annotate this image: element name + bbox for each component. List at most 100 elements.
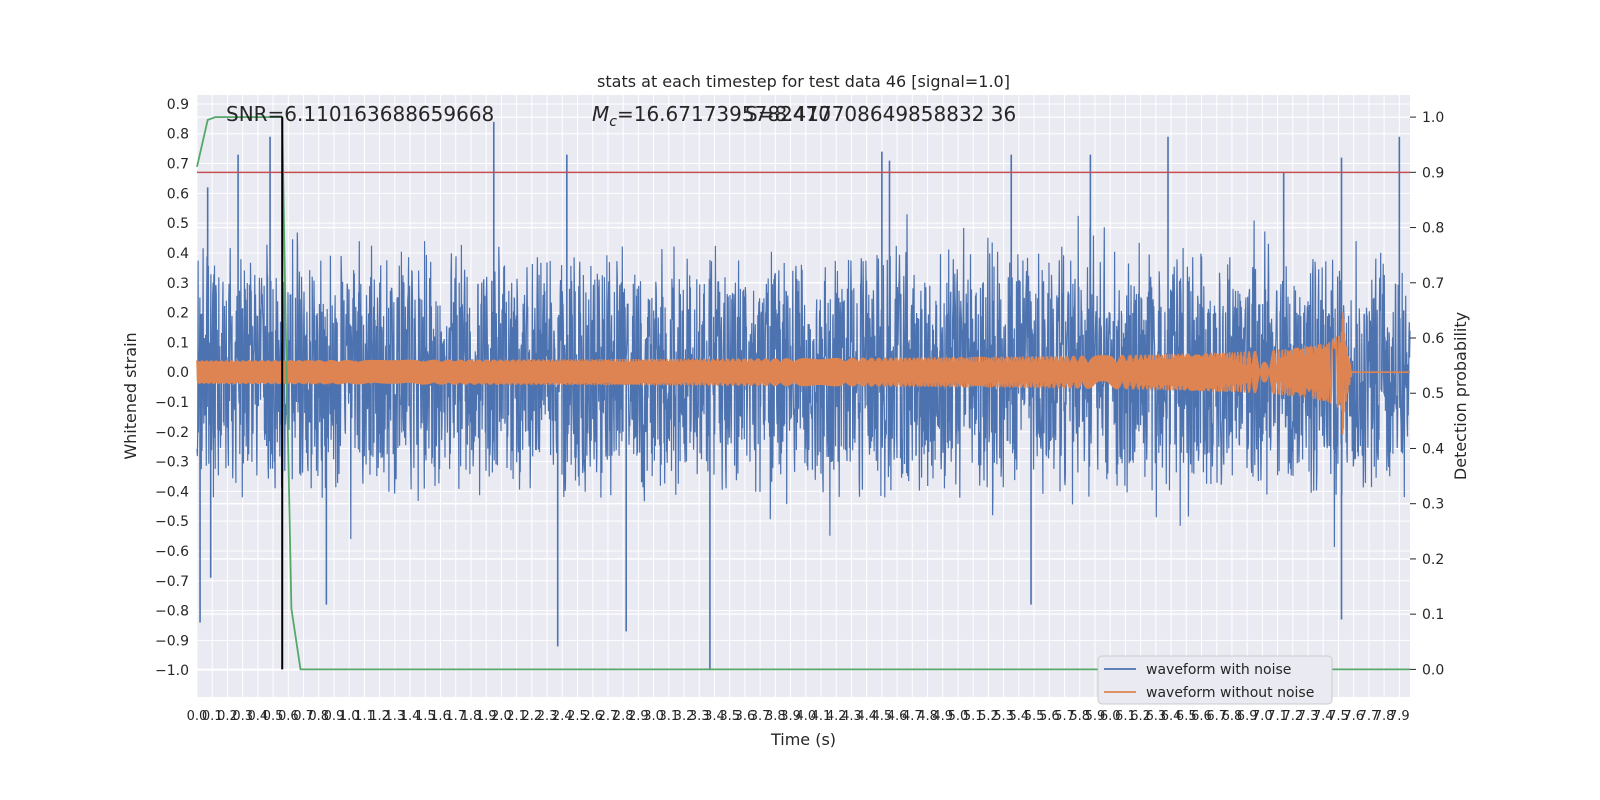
x-tick-label: 4.8 bbox=[917, 709, 938, 724]
x-tick-label: 1.6 bbox=[430, 709, 451, 724]
y-tick-label: −1.0 bbox=[155, 663, 189, 679]
y-tick-label: −0.2 bbox=[155, 425, 189, 441]
x-tick-label: 1.7 bbox=[445, 709, 466, 724]
x-tick-label: 7.3 bbox=[1298, 709, 1319, 724]
x-tick-label: 3.7 bbox=[750, 709, 771, 724]
x-tick-label: 4.7 bbox=[902, 709, 923, 724]
x-tick-label: 4.3 bbox=[841, 709, 862, 724]
x-tick-label: 6.3 bbox=[1145, 709, 1166, 724]
y2-tick-label: 0.4 bbox=[1422, 441, 1444, 457]
y2-tick-label: 0.0 bbox=[1422, 662, 1444, 678]
x-tick-label: 2.7 bbox=[598, 709, 619, 724]
y2-tick-label: 1.0 bbox=[1422, 110, 1444, 126]
y2-tick-label: 0.5 bbox=[1422, 386, 1444, 402]
x-tick-label: 7.7 bbox=[1359, 709, 1380, 724]
y2-tick-label: 0.3 bbox=[1422, 497, 1444, 513]
x-tick-label: 5.8 bbox=[1069, 709, 1090, 724]
x-tick-label: 5.5 bbox=[1024, 709, 1045, 724]
x-tick-label: 4.5 bbox=[872, 709, 893, 724]
x-tick-label: 0.3 bbox=[232, 709, 253, 724]
y2-tick-label: 0.9 bbox=[1422, 165, 1444, 181]
x-tick-label: 4.2 bbox=[826, 709, 847, 724]
x-tick-label: 6.5 bbox=[1176, 709, 1197, 724]
x-tick-label: 6.8 bbox=[1222, 709, 1243, 724]
x-tick-label: 0.5 bbox=[263, 709, 284, 724]
x-tick-label: 3.3 bbox=[689, 709, 710, 724]
y2-tick-label: 0.6 bbox=[1422, 331, 1444, 347]
chirp-mass-subscript: c bbox=[609, 114, 617, 130]
y-tick-label: 0.5 bbox=[167, 216, 189, 232]
x-tick-label: 3.1 bbox=[658, 709, 679, 724]
y-tick-label: 0.7 bbox=[167, 157, 189, 173]
x-tick-label: 7.6 bbox=[1343, 709, 1364, 724]
tick-layer: 0.00.10.20.30.40.50.60.70.80.91.01.11.21… bbox=[155, 97, 1444, 724]
y-tick-label: 0.0 bbox=[167, 365, 189, 381]
x-tick-label: 5.1 bbox=[963, 709, 984, 724]
x-tick-label: 1.9 bbox=[476, 709, 497, 724]
x-tick-label: 1.3 bbox=[385, 709, 406, 724]
x-tick-label: 0.4 bbox=[248, 709, 269, 724]
x-tick-label: 2.8 bbox=[613, 709, 634, 724]
x-tick-label: 0.8 bbox=[308, 709, 329, 724]
y2-tick-label: 0.2 bbox=[1422, 552, 1444, 568]
x-tick-label: 2.1 bbox=[506, 709, 527, 724]
x-tick-label: 2.5 bbox=[567, 709, 588, 724]
y-tick-label: −0.1 bbox=[155, 395, 189, 411]
x-tick-label: 6.4 bbox=[1161, 709, 1182, 724]
x-tick-label: 1.1 bbox=[354, 709, 375, 724]
legend-box bbox=[1097, 655, 1333, 705]
x-tick-label: 6.1 bbox=[1115, 709, 1136, 724]
x-tick-label: 2.9 bbox=[628, 709, 649, 724]
y-tick-label: −0.3 bbox=[155, 455, 189, 471]
overlap-annotation: S=8.417708649858832 36 bbox=[745, 102, 1016, 126]
legend: waveform with noise waveform without noi… bbox=[1097, 655, 1333, 705]
y2-tick-label: 0.1 bbox=[1422, 607, 1444, 623]
x-tick-label: 0.9 bbox=[324, 709, 345, 724]
x-tick-label: 6.9 bbox=[1237, 709, 1258, 724]
chirp-mass-value: =16.6717395782470 bbox=[617, 102, 831, 126]
x-tick-label: 2.0 bbox=[491, 709, 512, 724]
y-tick-label: −0.6 bbox=[155, 544, 189, 560]
x-tick-label: 5.2 bbox=[978, 709, 999, 724]
y-tick-label: 0.2 bbox=[167, 306, 189, 322]
x-tick-label: 4.6 bbox=[887, 709, 908, 724]
y-tick-label: 0.9 bbox=[167, 97, 189, 113]
x-tick-label: 5.6 bbox=[1039, 709, 1060, 724]
y-tick-label: 0.4 bbox=[167, 246, 189, 262]
y2-tick-label: 0.7 bbox=[1422, 276, 1444, 292]
y-tick-label: 0.3 bbox=[167, 276, 189, 292]
x-tick-label: 3.5 bbox=[719, 709, 740, 724]
x-tick-label: 5.0 bbox=[948, 709, 969, 724]
x-tick-label: 6.0 bbox=[1100, 709, 1121, 724]
x-tick-label: 3.2 bbox=[674, 709, 695, 724]
x-tick-label: 7.2 bbox=[1282, 709, 1303, 724]
x-tick-label: 2.2 bbox=[521, 709, 542, 724]
x-tick-label: 0.7 bbox=[293, 709, 314, 724]
x-tick-label: 7.1 bbox=[1267, 709, 1288, 724]
x-tick-label: 0.1 bbox=[202, 709, 223, 724]
x-tick-label: 7.9 bbox=[1389, 709, 1410, 724]
x-tick-label: 1.5 bbox=[415, 709, 436, 724]
x-tick-label: 3.9 bbox=[780, 709, 801, 724]
x-tick-label: 1.8 bbox=[461, 709, 482, 724]
x-tick-label: 4.4 bbox=[856, 709, 877, 724]
x-tick-label: 3.6 bbox=[735, 709, 756, 724]
y-tick-label: 0.1 bbox=[167, 335, 189, 351]
x-tick-label: 7.4 bbox=[1313, 709, 1334, 724]
y-tick-label: 0.8 bbox=[167, 127, 189, 143]
x-tick-label: 7.0 bbox=[1252, 709, 1273, 724]
y2-tick-label: 0.8 bbox=[1422, 221, 1444, 237]
x-tick-label: 1.0 bbox=[339, 709, 360, 724]
y-tick-label: −0.8 bbox=[155, 604, 189, 620]
chirp-mass-symbol: M bbox=[592, 102, 609, 126]
x-tick-label: 4.1 bbox=[811, 709, 832, 724]
x-tick-label: 0.2 bbox=[217, 709, 238, 724]
x-tick-label: 0.6 bbox=[278, 709, 299, 724]
y-tick-label: 0.6 bbox=[167, 186, 189, 202]
x-tick-label: 4.0 bbox=[795, 709, 816, 724]
x-tick-label: 5.9 bbox=[1085, 709, 1106, 724]
x-tick-label: 5.4 bbox=[1009, 709, 1030, 724]
x-tick-label: 5.7 bbox=[1054, 709, 1075, 724]
y-tick-label: −0.4 bbox=[155, 484, 189, 500]
